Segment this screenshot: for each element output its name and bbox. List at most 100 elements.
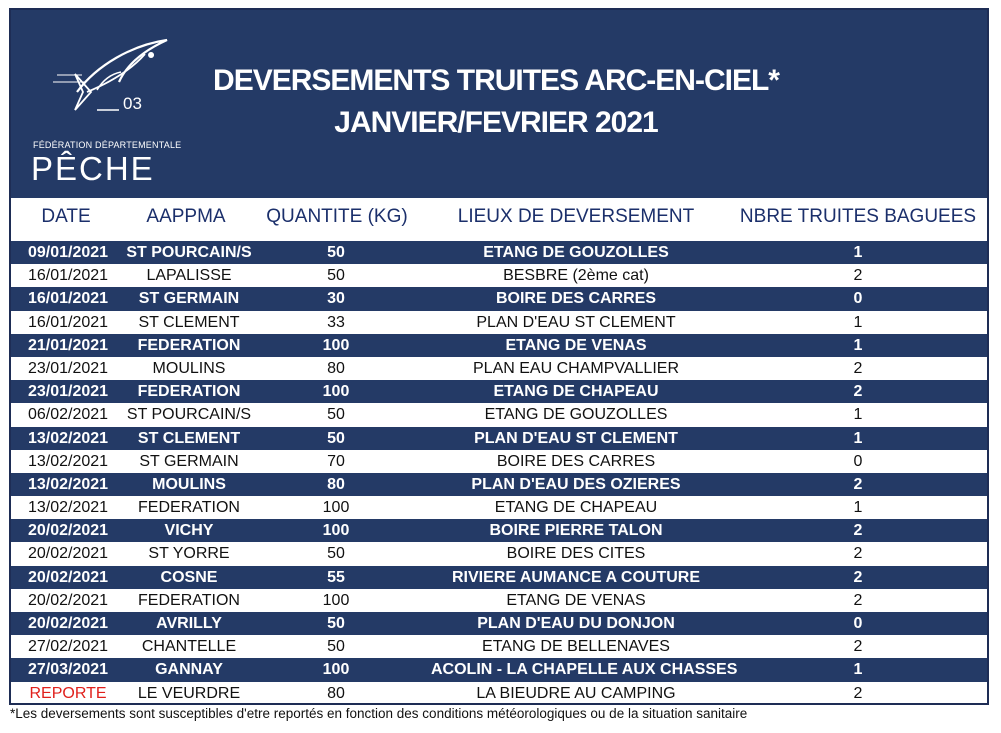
cell-quantite: 50	[327, 429, 345, 447]
cell-aappma: VICHY	[164, 522, 214, 540]
table-row: 23/01/2021 FEDERATION 100 ETANG DE CHAPEAU 2	[11, 380, 987, 404]
page-title: DEVERSEMENTS TRUITES ARC-EN-CIEL*	[213, 64, 780, 97]
cell-quantite: 80	[327, 475, 345, 493]
cell-aappma: FEDERATION	[137, 383, 241, 401]
cell-lieu: BOIRE DES CARRES	[496, 452, 656, 470]
cell-aappma: ST GERMAIN	[138, 290, 240, 308]
cell-aappma: ST CLEMENT	[138, 313, 240, 331]
cell-quantite: 80	[327, 684, 345, 702]
cell-date: 16/01/2021	[27, 313, 109, 331]
cell-date: 20/02/2021	[27, 522, 109, 540]
cell-nbre: 2	[853, 267, 863, 285]
cell-aappma: ST CLEMENT	[137, 429, 241, 447]
cell-lieu: ETANG DE VENAS	[506, 591, 646, 609]
table-row: 13/02/2021 FEDERATION 100 ETANG DE CHAPEAU 1	[11, 496, 987, 519]
cell-date: 20/02/2021	[27, 615, 109, 632]
cell-date: 09/01/2021	[27, 244, 109, 261]
cell-nbre: 1	[853, 661, 863, 679]
logo-subtitle: FÉDÉRATION DÉPARTEMENTALE	[33, 140, 182, 150]
cell-quantite: 80	[327, 359, 345, 377]
cell-nbre: 0	[853, 452, 863, 470]
cell-nbre: 1	[853, 313, 863, 331]
logo-number: 03	[123, 94, 142, 113]
cell-date: 20/02/2021	[27, 545, 109, 563]
cell-nbre: 2	[853, 568, 863, 586]
cell-aappma: AVRILLY	[156, 615, 222, 632]
cell-nbre: 1	[853, 406, 863, 424]
logo-name: PÊCHE	[31, 150, 155, 187]
table-row: 06/02/2021 ST POURCAIN/S 50 ETANG DE GOUZOL…	[11, 403, 987, 426]
table-row: 20/02/2021 VICHY 100 BOIRE PIERRE TALON 2	[11, 519, 987, 543]
cell-nbre: 0	[853, 290, 863, 308]
cell-aappma: COSNE	[160, 568, 218, 586]
cell-lieu: ETANG DE VENAS	[505, 336, 647, 354]
cell-aappma: FEDERATION	[138, 591, 240, 609]
table-row: 09/01/2021 ST POURCAIN/S 50 ETANG DE GOUZOL…	[11, 241, 987, 265]
table-row: 20/02/2021 AVRILLY 50 PLAN D'EAU DU DONJON 0	[11, 612, 987, 636]
page-subtitle: JANVIER/FEVRIER 2021	[334, 106, 658, 139]
cell-date: 13/02/2021	[27, 499, 109, 517]
cell-date: 06/02/2021	[27, 406, 109, 424]
table-row: 13/02/2021 MOULINS 80 PLAN D'EAU DES OZIERE…	[11, 472, 987, 497]
cell-quantite: 50	[327, 406, 345, 424]
cell-date: 27/03/2021	[27, 661, 109, 679]
table-row: 23/01/2021 MOULINS 80 PLAN EAU CHAMPVALLIER…	[11, 357, 987, 380]
cell-lieu: BOIRE DES CARRES	[495, 290, 657, 308]
cell-nbre: 0	[853, 615, 863, 632]
cell-quantite: 55	[327, 568, 345, 586]
cell-lieu: BESBRE (2ème cat)	[503, 267, 649, 285]
cell-lieu: PLAN D'EAU ST CLEMENT	[474, 429, 678, 447]
cell-aappma: ST GERMAIN	[139, 452, 239, 470]
cell-nbre: 2	[853, 638, 863, 656]
cell-lieu: BOIRE DES CITES	[506, 545, 646, 563]
cell-nbre: 2	[853, 475, 863, 493]
cell-aappma: LE VEURDRE	[137, 684, 241, 702]
cell-nbre: 2	[853, 383, 863, 401]
column-header-nbre: NBRE TRUITES BAGUEES	[739, 206, 977, 227]
table-row: 20/02/2021 COSNE 55 RIVIERE AUMANCE A COUTU…	[11, 565, 987, 589]
table-row: 20/02/2021 FEDERATION 100 ETANG DE VENAS 2	[11, 589, 987, 612]
cell-lieu: ETANG DE GOUZOLLES	[484, 406, 668, 424]
cell-nbre: 1	[853, 429, 863, 447]
cell-nbre: 1	[853, 499, 863, 517]
table-row: 27/02/2021 CHANTELLE 50 ETANG DE BELLENAVES…	[11, 635, 987, 658]
cell-aappma: GANNAY	[155, 661, 223, 679]
cell-date: 13/02/2021	[27, 475, 109, 493]
cell-aappma: MOULINS	[152, 359, 226, 377]
column-header-date: DATE	[41, 206, 91, 227]
cell-quantite: 100	[322, 499, 350, 517]
cell-quantite: 50	[327, 615, 345, 632]
table-row: 21/01/2021 FEDERATION 100 ETANG DE VENAS 1	[11, 333, 987, 357]
cell-quantite: 50	[327, 545, 345, 563]
cell-date: 20/02/2021	[27, 591, 109, 609]
cell-aappma: ST POURCAIN/S	[126, 244, 252, 261]
cell-date: 21/01/2021	[27, 336, 109, 354]
data-table-body: 09/01/2021 ST POURCAIN/S 50 ETANG DE GOUZOL…	[11, 241, 987, 705]
cell-quantite: 100	[322, 591, 350, 609]
table-row: 27/03/2021 GANNAY 100 ACOLIN - LA CHAPELLE …	[11, 658, 987, 682]
cell-nbre: 2	[853, 545, 863, 563]
cell-quantite: 70	[327, 452, 345, 470]
cell-nbre: 2	[853, 684, 863, 702]
cell-date: REPORTE	[29, 684, 107, 702]
cell-nbre: 1	[853, 336, 863, 354]
cell-nbre: 2	[853, 522, 863, 540]
table-row: REPORTE LE VEURDRE 80 LA BIEUDRE AU CAMPING…	[11, 682, 987, 705]
cell-date: 16/01/2021	[27, 290, 109, 308]
column-header-quantite: QUANTITE (KG)	[266, 206, 408, 227]
cell-quantite: 50	[327, 267, 345, 285]
cell-aappma: LAPALISSE	[146, 267, 232, 285]
footnote: *Les deversements sont susceptibles d'et…	[10, 706, 748, 721]
cell-lieu: ETANG DE BELLENAVES	[482, 638, 670, 656]
cell-lieu: BOIRE PIERRE TALON	[489, 522, 663, 540]
table-row: 16/01/2021 LAPALISSE 50 BESBRE (2ème cat) 2	[11, 264, 987, 287]
cell-date: 13/02/2021	[27, 429, 109, 447]
cell-quantite: 100	[322, 522, 350, 540]
cell-nbre: 2	[853, 359, 863, 377]
cell-aappma: MOULINS	[152, 475, 226, 493]
cell-aappma: ST YORRE	[148, 545, 230, 563]
cell-lieu: ETANG DE CHAPEAU	[493, 383, 659, 401]
cell-lieu: LA BIEUDRE AU CAMPING	[476, 684, 676, 702]
cell-quantite: 50	[327, 638, 345, 656]
header-banner: 03 FÉDÉRATION DÉPARTEMENTALE PÊCHE DEVER…	[11, 10, 987, 198]
